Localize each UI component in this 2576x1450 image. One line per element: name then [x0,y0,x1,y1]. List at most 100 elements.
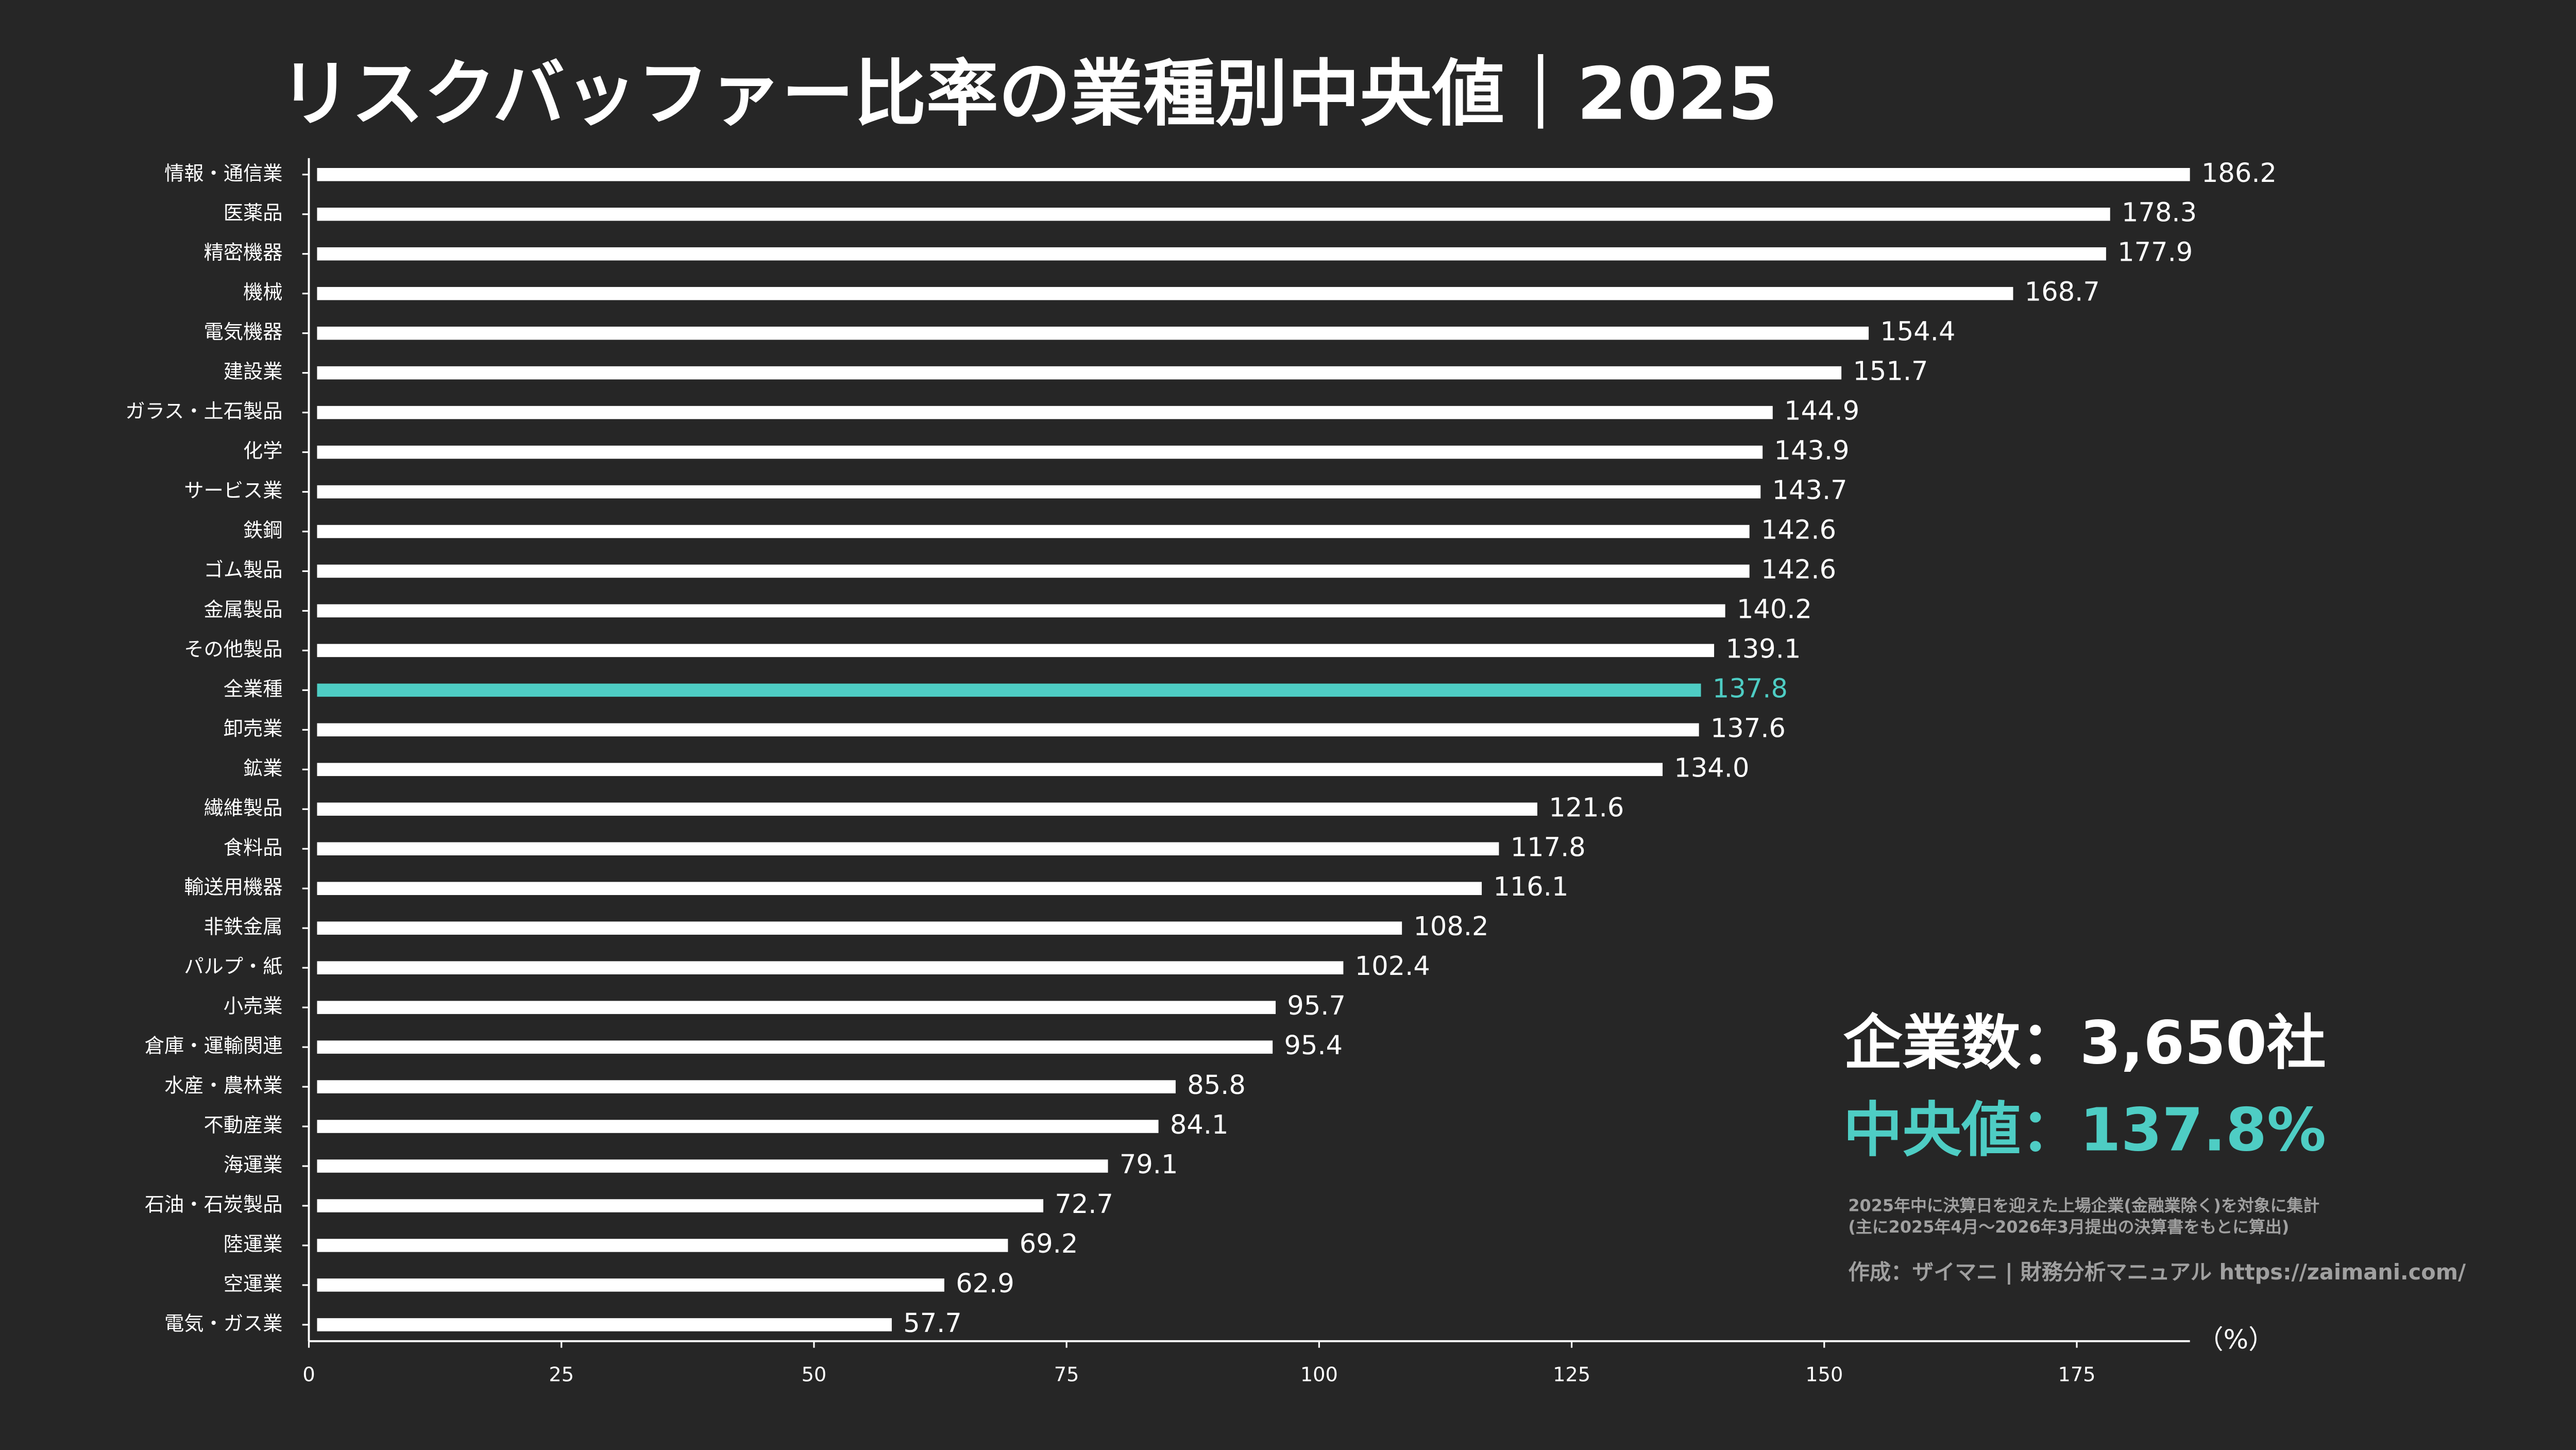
y-tick-label: 食料品 [224,836,283,859]
annotation: 中央値：137.8% [1843,1095,2326,1165]
value-label: 142.6 [1761,554,1836,585]
y-tick-label: 繊維製品 [204,797,282,820]
bar [317,1199,1044,1212]
y-tick-label: 鉱業 [243,757,283,780]
value-label: 79.1 [1120,1150,1178,1180]
value-label: 69.2 [1020,1229,1078,1259]
x-tick-label: 50 [802,1363,827,1386]
bar [317,1278,944,1292]
value-label: 137.8 [1713,673,1788,704]
value-label: 151.7 [1853,357,1928,387]
y-tick-label: 金属製品 [204,598,282,621]
value-label: 142.6 [1761,515,1836,545]
y-tick-label: パルプ・紙 [184,955,282,979]
bar [317,644,1715,657]
bar [317,604,1725,618]
y-tick-label: 水産・農林業 [164,1074,282,1098]
value-label: 102.4 [1355,951,1430,982]
bar [317,485,1761,499]
bar [317,842,1499,856]
x-tick-label: 175 [2058,1363,2096,1386]
bar [317,1001,1276,1014]
credit: 作成：ザイマニ | 財務分析マニュアル https://zaimani.com/ [1848,1260,2466,1285]
y-tick-label: サービス業 [184,479,282,502]
bar [317,723,1699,737]
bar [317,1159,1108,1173]
bar [317,525,1750,538]
value-label: 139.1 [1725,634,1801,664]
x-tick-label: 125 [1553,1363,1590,1386]
value-label: 95.7 [1287,991,1346,1021]
y-tick-label: 全業種 [224,678,283,701]
bar [317,1318,892,1331]
bar [317,1239,1008,1252]
bar [317,802,1537,816]
y-tick-label: 電気・ガス業 [164,1312,282,1335]
y-tick-label: 小売業 [224,995,283,1018]
y-tick-label: 卸売業 [224,717,283,740]
bar [317,247,2106,261]
bar [317,207,2110,221]
bar [317,1120,1159,1133]
y-tick-label: 精密機器 [204,241,282,264]
y-tick-label: ゴム製品 [204,559,282,582]
value-label: 117.8 [1511,832,1586,863]
y-tick-label: その他製品 [184,638,282,661]
note: 2025年中に決算日を迎えた上場企業(金融業除く)を対象に集計 [1848,1195,2319,1215]
bar [317,286,2013,300]
bar [317,1080,1176,1093]
bar [317,168,2190,181]
bar [317,882,1482,895]
value-label: 154.4 [1880,317,1955,347]
y-tick-label: 石油・石炭製品 [145,1193,283,1216]
x-tick-label: 100 [1300,1363,1338,1386]
value-label: 137.6 [1710,713,1786,744]
y-tick-label: 陸運業 [224,1233,283,1256]
y-tick-label: 輸送用機器 [184,876,282,899]
chart-title: リスクバッファー比率の業種別中央値｜2025 [279,53,1778,137]
value-label: 57.7 [903,1308,962,1339]
value-label: 84.1 [1170,1110,1229,1140]
y-tick-label: 機械 [243,281,283,304]
bar [317,366,1842,380]
value-label: 121.6 [1549,793,1624,823]
bar [317,1040,1273,1054]
annotation: 企業数：3,650社 [1843,1008,2326,1077]
y-tick-label: 不動産業 [204,1114,282,1137]
value-label: 143.9 [1774,436,1850,466]
y-tick-label: 情報・通信業 [164,162,282,185]
value-label: 140.2 [1737,594,1812,625]
value-label: 168.7 [2025,277,2100,308]
value-label: 186.2 [2201,158,2277,189]
note: (主に2025年4月〜2026年3月提出の決算書をもとに算出) [1848,1217,2289,1237]
y-tick-label: 鉄鋼 [243,519,283,542]
value-label: 85.8 [1187,1070,1246,1101]
bar [317,683,1701,697]
value-label: 62.9 [956,1269,1014,1299]
value-label: 108.2 [1413,912,1488,942]
value-label: 177.9 [2117,238,2193,268]
y-tick-label: 電気機器 [204,321,282,344]
bar [317,564,1750,578]
value-label: 116.1 [1493,872,1568,902]
y-tick-label: 海運業 [224,1154,283,1177]
value-label: 144.9 [1784,396,1859,427]
y-tick-label: 倉庫・運輸関連 [145,1035,283,1058]
value-label: 143.7 [1772,476,1848,506]
value-label: 72.7 [1055,1189,1113,1220]
y-tick-label: 医薬品 [224,201,283,225]
bar [317,445,1763,459]
y-tick-label: 化学 [243,440,283,463]
y-tick-label: 非鉄金属 [204,916,282,939]
x-unit: （%） [2197,1325,2275,1355]
y-tick-label: ガラス・土石製品 [125,400,282,423]
bar [317,961,1344,974]
value-label: 178.3 [2122,198,2197,228]
bar [317,921,1402,935]
y-tick-label: 建設業 [224,360,283,383]
x-tick-label: 0 [302,1363,315,1386]
x-tick-label: 25 [549,1363,574,1386]
bar [317,406,1773,419]
